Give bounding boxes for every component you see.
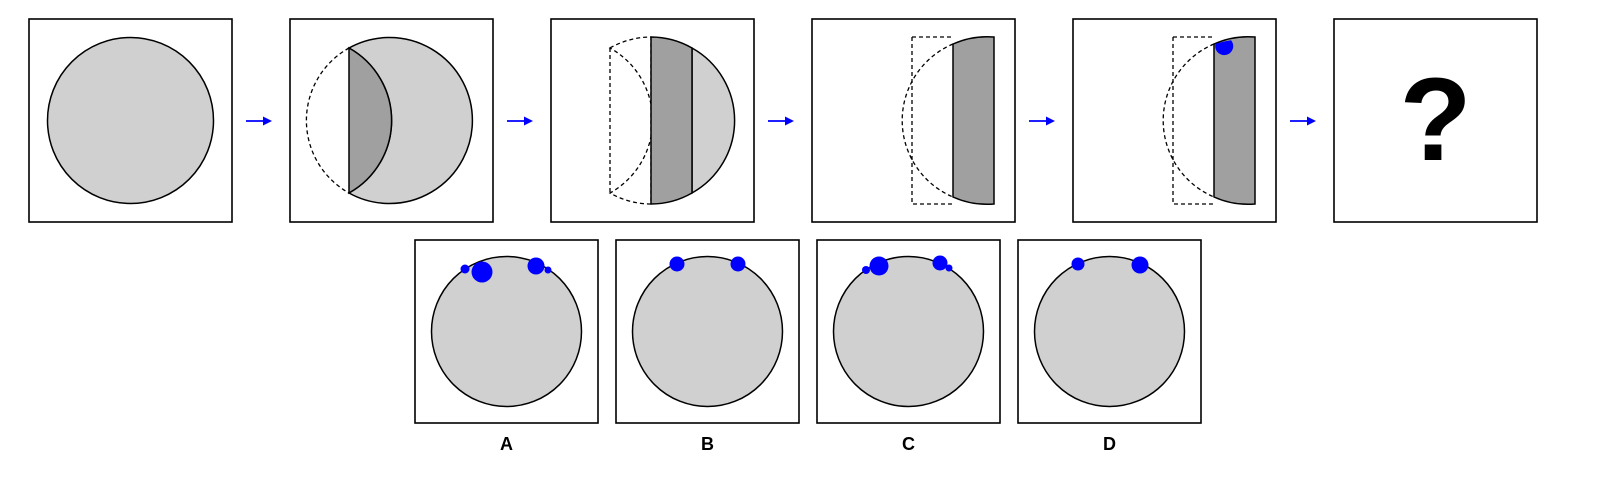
answer-option-d[interactable]: D [1017,239,1202,454]
arrow-right-icon [246,116,272,126]
sequence-step-2 [289,18,494,223]
hole [945,264,953,272]
hole [862,266,870,274]
question-mark: ? [1399,54,1471,186]
folded-flap [348,46,393,195]
sequence-step-3 [550,18,755,223]
unfolded-circle [430,255,583,408]
answer-option-a[interactable]: A [414,239,599,454]
hole [544,266,552,274]
option-label: B [701,434,714,454]
paper-remaining [691,46,736,195]
answer-option-c[interactable]: C [816,239,1001,454]
option-label: C [902,434,915,454]
hole [932,255,948,271]
unfolded-circle [631,255,784,408]
folded-strip [952,35,995,206]
arrow-right-icon [507,116,533,126]
answer-option-b[interactable]: B [615,239,800,454]
sequence-step-1 [28,18,233,223]
fold-outline-dashed [305,47,350,194]
hole [1071,257,1085,271]
hole [460,264,470,274]
paper-circle [46,36,215,205]
punched-hole [1215,40,1234,56]
option-label: A [500,434,513,454]
folded-band [650,36,693,205]
folded-strip [1213,35,1256,206]
hole [1131,256,1149,274]
arrow-right-icon [1290,116,1316,126]
unfolded-circle [832,255,985,408]
sequence-step-4 [811,18,1016,223]
hole [730,256,746,272]
hole [869,256,889,276]
arrow-right-icon [1029,116,1055,126]
arrow-right-icon [768,116,794,126]
panel-frame [1333,18,1538,223]
hole [669,256,685,272]
sequence-step-5 [1072,18,1277,223]
question-panel: ? [1333,18,1538,223]
option-label: D [1103,434,1116,454]
unfolded-circle [1033,255,1186,408]
hole [527,257,545,275]
hole [471,261,493,283]
